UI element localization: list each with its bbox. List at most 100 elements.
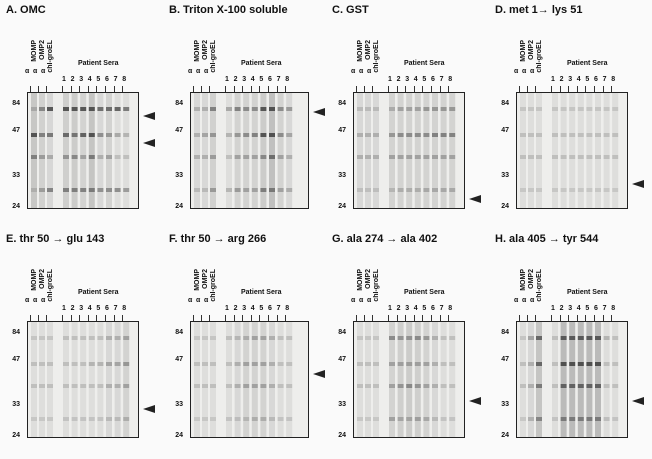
protein-band bbox=[234, 133, 241, 137]
lane-smear bbox=[603, 322, 610, 437]
protein-band bbox=[423, 107, 430, 111]
protein-band bbox=[260, 133, 267, 137]
protein-band bbox=[97, 384, 104, 388]
protein-band bbox=[202, 336, 208, 340]
lane-smear bbox=[31, 93, 37, 208]
protein-band bbox=[357, 107, 363, 111]
protein-band bbox=[397, 107, 404, 111]
lane-number: 4 bbox=[250, 76, 255, 83]
protein-band bbox=[234, 362, 241, 366]
protein-band bbox=[449, 362, 456, 366]
protein-band bbox=[226, 417, 232, 421]
lane-tick bbox=[559, 315, 561, 321]
lane-smear bbox=[536, 322, 542, 437]
protein-band bbox=[71, 362, 78, 366]
lane-number: 8 bbox=[448, 76, 453, 83]
lane-number: 7 bbox=[439, 305, 444, 312]
protein-band bbox=[47, 155, 53, 159]
mw-marker-label: 24 bbox=[338, 432, 346, 439]
protein-band bbox=[440, 188, 447, 192]
alpha-label: α bbox=[25, 297, 30, 304]
protein-band bbox=[210, 417, 216, 421]
mw-marker-label: 33 bbox=[12, 172, 20, 179]
lane-smear bbox=[560, 93, 567, 208]
protein-band bbox=[357, 133, 363, 137]
protein-band bbox=[528, 107, 534, 111]
lane-smear bbox=[389, 93, 395, 208]
lane-smear bbox=[449, 322, 456, 437]
lane-smear bbox=[226, 322, 232, 437]
protein-band bbox=[63, 417, 69, 421]
blot-membrane bbox=[190, 92, 309, 209]
lane-smear bbox=[520, 93, 526, 208]
protein-band bbox=[520, 188, 526, 192]
protein-band bbox=[612, 133, 619, 137]
protein-band bbox=[414, 417, 421, 421]
protein-band bbox=[603, 155, 610, 159]
antibody-label: OMP2 bbox=[202, 40, 209, 60]
protein-band bbox=[397, 133, 404, 137]
protein-band bbox=[226, 155, 232, 159]
protein-band bbox=[423, 384, 430, 388]
protein-band bbox=[80, 362, 87, 366]
antibody-label: OMP2 bbox=[528, 269, 535, 289]
alpha-label: α bbox=[530, 297, 535, 304]
lane-smears bbox=[520, 93, 619, 208]
patient-sera-label: Patient Sera bbox=[78, 289, 119, 296]
alpha-label: α bbox=[522, 297, 527, 304]
mw-marker-label: 84 bbox=[338, 329, 346, 336]
lane-smear bbox=[88, 93, 95, 208]
lane-number: 7 bbox=[113, 305, 118, 312]
mw-marker-label: 24 bbox=[12, 203, 20, 210]
lane-tick bbox=[122, 86, 124, 92]
lane-smear bbox=[595, 93, 601, 208]
blot-membrane bbox=[190, 321, 309, 438]
mw-marker-label: 33 bbox=[501, 401, 509, 408]
lane-smear bbox=[260, 322, 267, 437]
protein-band bbox=[397, 188, 404, 192]
lane-tick bbox=[364, 315, 365, 321]
protein-band bbox=[414, 188, 421, 192]
lane-smear bbox=[577, 322, 584, 437]
protein-band bbox=[586, 188, 593, 192]
protein-band bbox=[569, 417, 576, 421]
blot-panel-c: C. GST MOMP α OMP2 α chl-groEL α Patient Sera 1 2… bbox=[326, 0, 489, 229]
protein-band bbox=[226, 384, 232, 388]
protein-band bbox=[612, 362, 619, 366]
lane-tick bbox=[568, 315, 570, 321]
protein-band bbox=[260, 188, 267, 192]
lane-smear bbox=[210, 93, 216, 208]
protein-band bbox=[536, 336, 542, 340]
lane-smear bbox=[552, 93, 558, 208]
protein-band bbox=[440, 362, 447, 366]
lane-tick bbox=[527, 315, 528, 321]
protein-band bbox=[31, 107, 37, 111]
protein-band bbox=[39, 362, 45, 366]
blot-panel-e: E. thr 50 → glu 143 MOMP α OMP2 α chl-groEL α P… bbox=[0, 229, 163, 458]
protein-band bbox=[406, 417, 413, 421]
lane-smear bbox=[432, 93, 438, 208]
lane-number: 5 bbox=[96, 76, 101, 83]
mw-marker-label: 84 bbox=[501, 100, 509, 107]
protein-band bbox=[39, 384, 45, 388]
protein-band bbox=[47, 384, 53, 388]
protein-band bbox=[286, 133, 293, 137]
protein-band bbox=[97, 362, 104, 366]
panel-title: H. ala 405 → tyr 544 bbox=[495, 233, 599, 245]
lane-number: 5 bbox=[585, 305, 590, 312]
alpha-label: α bbox=[204, 68, 209, 75]
protein-band bbox=[47, 107, 53, 111]
protein-band bbox=[71, 336, 78, 340]
protein-band bbox=[560, 417, 567, 421]
protein-band bbox=[234, 417, 241, 421]
mw-marker-label: 33 bbox=[12, 401, 20, 408]
lane-smear bbox=[31, 322, 37, 437]
lane-tick bbox=[372, 86, 373, 92]
lane-tick bbox=[535, 315, 536, 321]
protein-band bbox=[286, 384, 293, 388]
protein-band bbox=[88, 155, 95, 159]
antibody-label: OMP2 bbox=[528, 40, 535, 60]
protein-band bbox=[528, 133, 534, 137]
lane-smear bbox=[569, 322, 576, 437]
lane-number: 7 bbox=[602, 305, 607, 312]
